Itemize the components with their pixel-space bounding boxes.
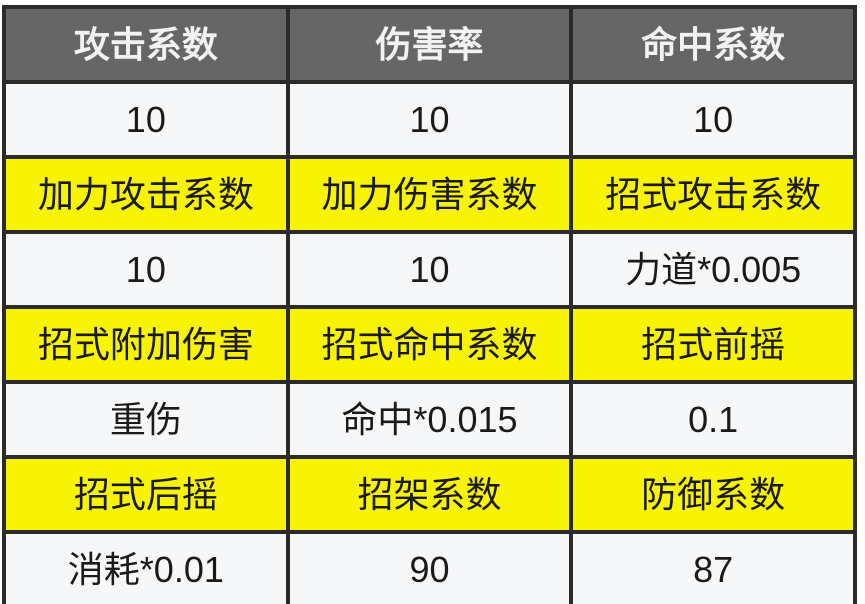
value-cell: 0.1 bbox=[569, 380, 857, 459]
table-row: 消耗*0.01 90 87 bbox=[2, 530, 857, 604]
value-cell: 10 bbox=[285, 230, 574, 309]
header-cell: 命中系数 bbox=[569, 5, 857, 84]
value-cell: 10 bbox=[285, 80, 574, 159]
header-cell: 伤害率 bbox=[285, 5, 574, 84]
label-cell: 招式命中系数 bbox=[285, 305, 574, 384]
table-row: 重伤 命中*0.015 0.1 bbox=[2, 380, 857, 459]
label-cell: 加力攻击系数 bbox=[2, 155, 290, 234]
table-row: 招式附加伤害 招式命中系数 招式前摇 bbox=[2, 305, 857, 384]
value-cell: 87 bbox=[569, 530, 857, 604]
label-cell: 招架系数 bbox=[285, 455, 574, 534]
table-header-row: 攻击系数 伤害率 命中系数 bbox=[2, 5, 857, 84]
value-cell: 90 bbox=[285, 530, 574, 604]
value-cell: 力道*0.005 bbox=[569, 230, 857, 309]
label-cell: 招式前摇 bbox=[569, 305, 857, 384]
table-row: 10 10 力道*0.005 bbox=[2, 230, 857, 309]
header-cell: 攻击系数 bbox=[2, 5, 290, 84]
label-cell: 招式附加伤害 bbox=[2, 305, 290, 384]
label-cell: 加力伤害系数 bbox=[285, 155, 574, 234]
table-row: 加力攻击系数 加力伤害系数 招式攻击系数 bbox=[2, 155, 857, 234]
value-cell: 重伤 bbox=[2, 380, 290, 459]
value-cell: 消耗*0.01 bbox=[2, 530, 290, 604]
value-cell: 10 bbox=[2, 80, 290, 159]
value-cell: 10 bbox=[569, 80, 857, 159]
table-row: 10 10 10 bbox=[2, 80, 857, 159]
stats-table: 攻击系数 伤害率 命中系数 10 10 10 加力攻击系数 加力伤害系数 招式攻击系数 10 10 力… bbox=[2, 5, 857, 604]
label-cell: 招式后摇 bbox=[2, 455, 290, 534]
label-cell: 招式攻击系数 bbox=[569, 155, 857, 234]
label-cell: 防御系数 bbox=[569, 455, 857, 534]
table-row: 招式后摇 招架系数 防御系数 bbox=[2, 455, 857, 534]
value-cell: 10 bbox=[2, 230, 290, 309]
stats-table-body: 攻击系数 伤害率 命中系数 10 10 10 加力攻击系数 加力伤害系数 招式攻击系数 10 10 力… bbox=[2, 5, 857, 604]
value-cell: 命中*0.015 bbox=[285, 380, 574, 459]
